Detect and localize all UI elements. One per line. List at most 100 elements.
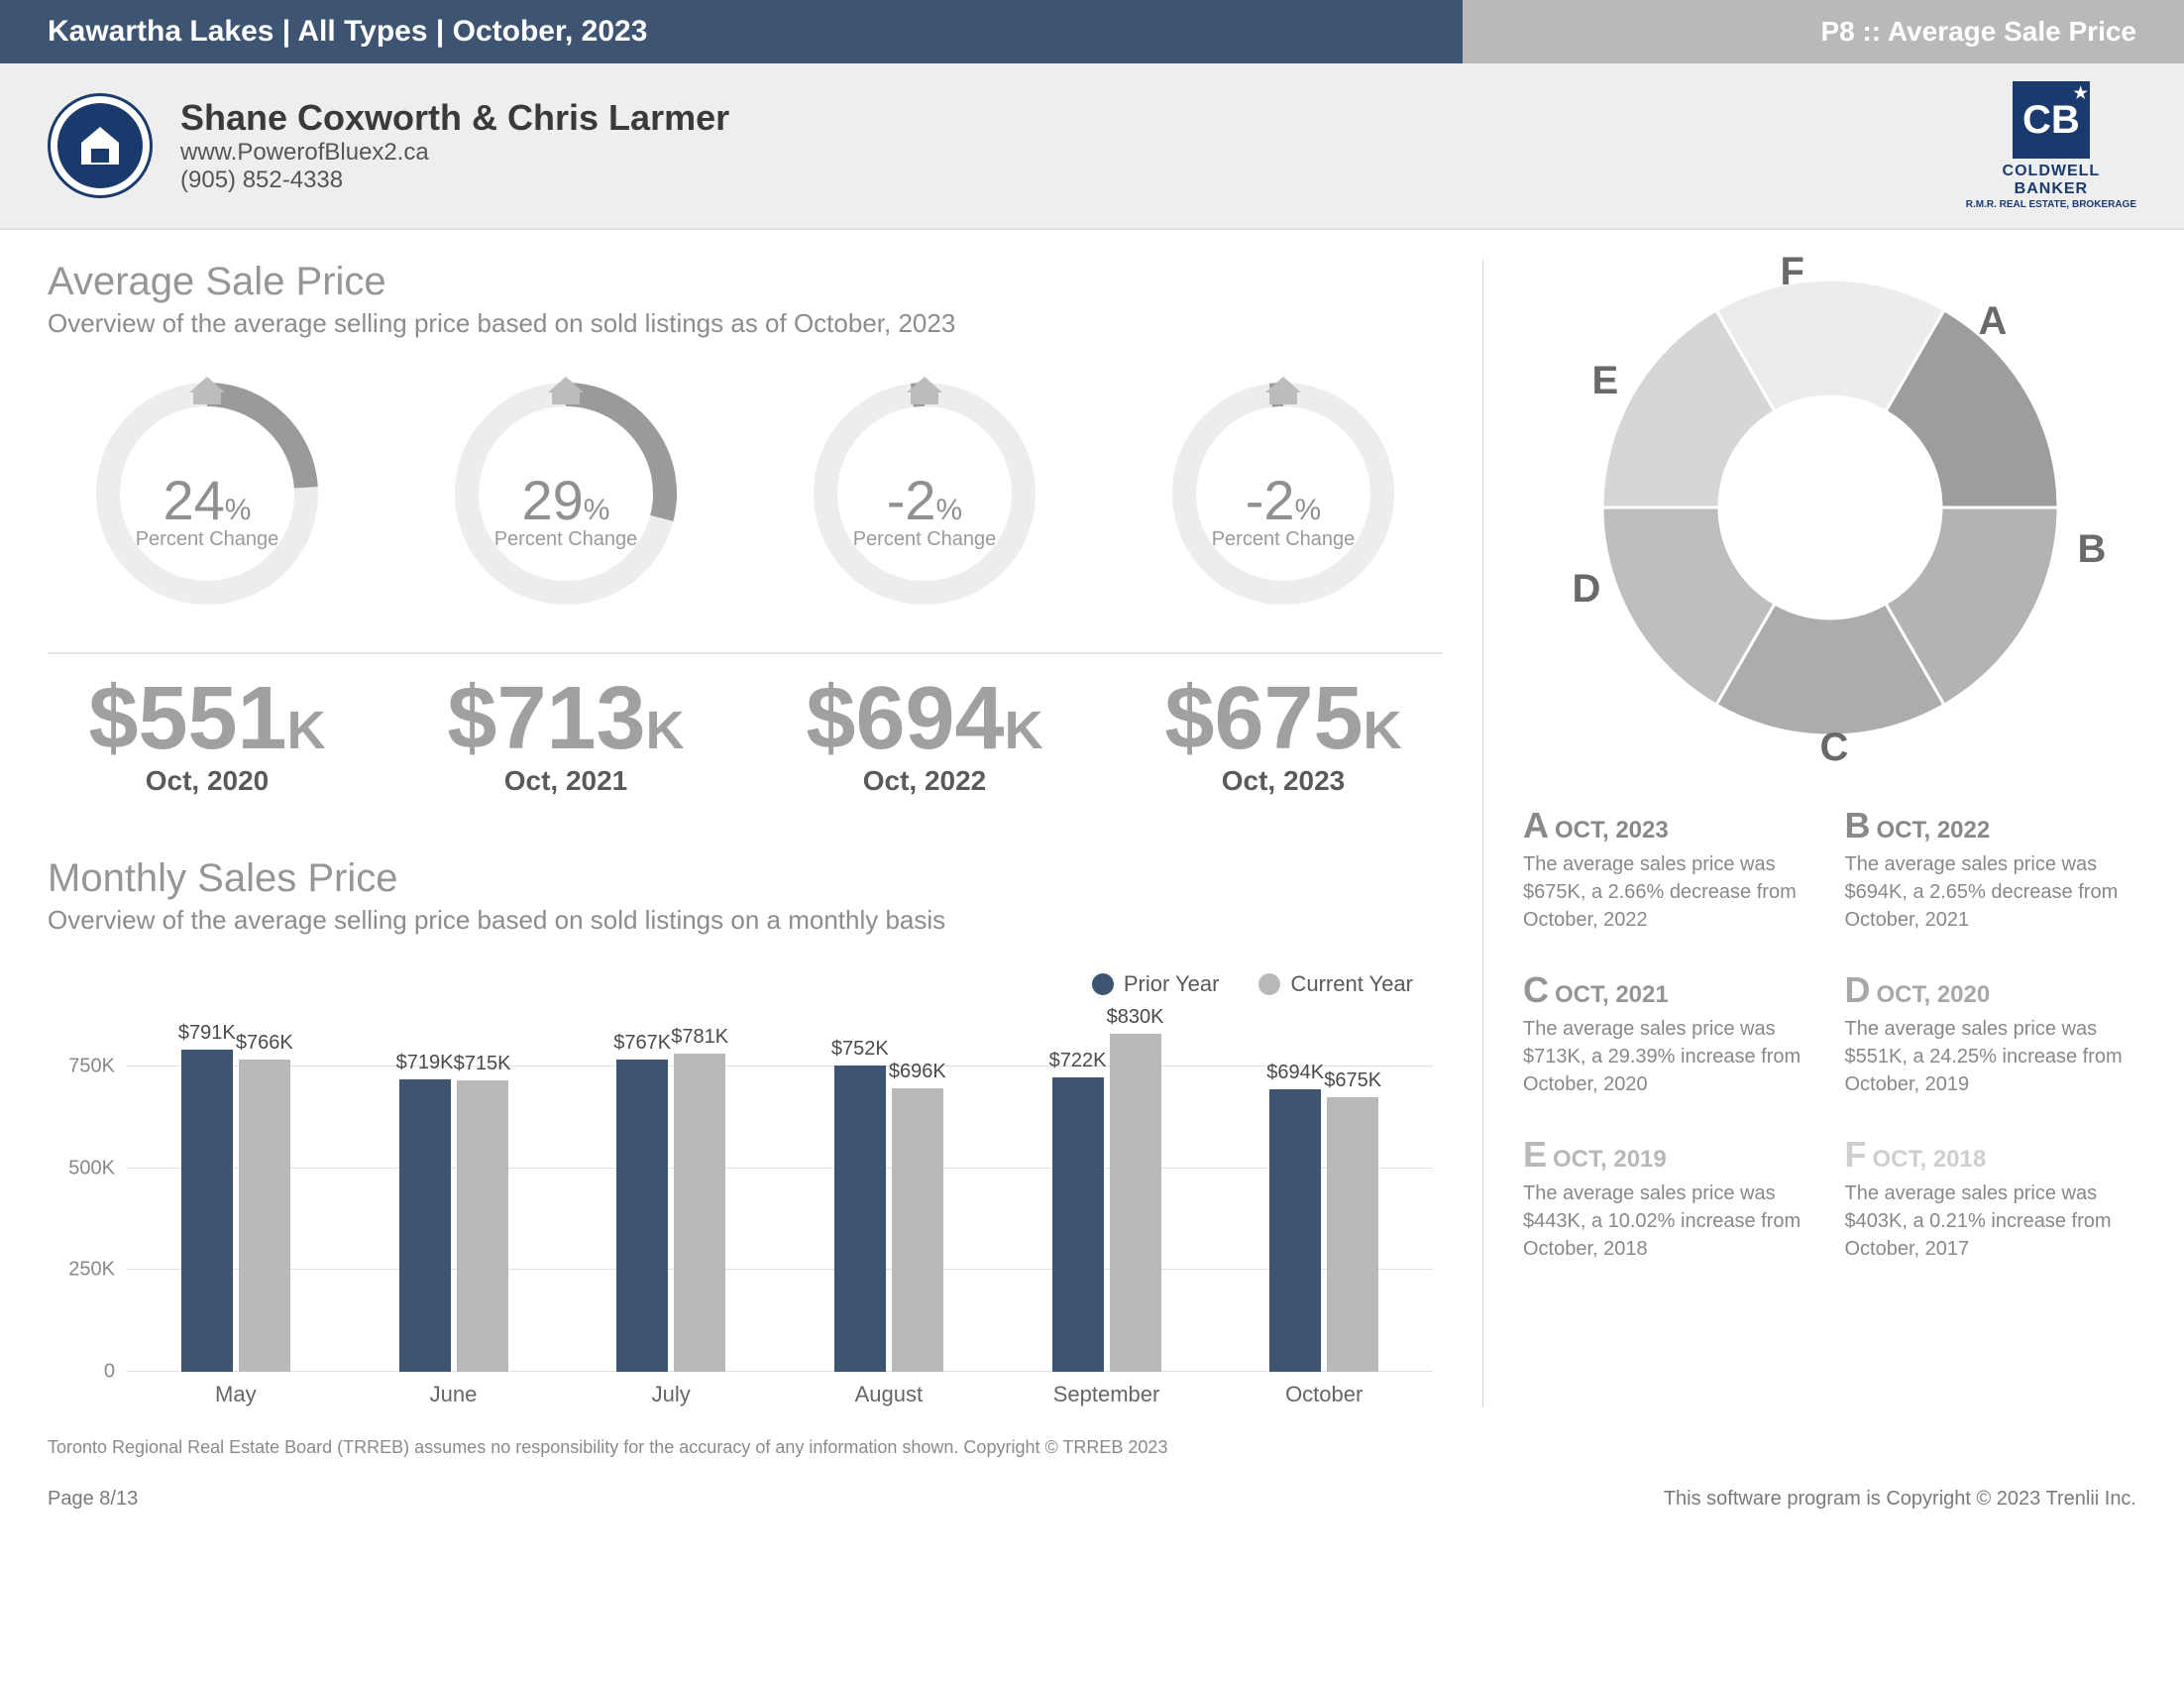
letter-body: The average sales price was $694K, a 2.6… xyxy=(1845,850,2137,934)
x-tick-label: October xyxy=(1215,1382,1433,1407)
x-tick-label: August xyxy=(780,1382,998,1407)
year-price: $694K Oct, 2022 xyxy=(765,674,1084,797)
page-number: Page 8/13 xyxy=(48,1488,138,1511)
bar-group: $752K$696K xyxy=(780,1005,998,1372)
bar-label: $767K xyxy=(613,1032,671,1055)
y-tick-label: 750K xyxy=(50,1055,115,1077)
donut-letter-A: A xyxy=(1979,299,2008,344)
y-tick-label: 500K xyxy=(50,1157,115,1180)
donut-letter-E: E xyxy=(1592,359,1619,403)
bar-group: $694K$675K xyxy=(1215,1005,1433,1372)
letter-grid: AOCT, 2023 The average sales price was $… xyxy=(1523,805,2136,1263)
bar-prior: $791K xyxy=(181,1050,233,1372)
legend-current-label: Current Year xyxy=(1290,971,1413,997)
bar-label: $766K xyxy=(236,1032,293,1055)
bar-label: $719K xyxy=(396,1052,454,1074)
letter-body: The average sales price was $551K, a 24.… xyxy=(1845,1015,2137,1098)
bar-current: $781K xyxy=(674,1054,725,1372)
bar-group: $791K$766K xyxy=(127,1005,345,1372)
agent-phone: (905) 852-4338 xyxy=(180,167,729,194)
price-date: Oct, 2020 xyxy=(48,765,367,797)
bar-group: $722K$830K xyxy=(998,1005,1216,1372)
brand-sub: R.M.R. REAL ESTATE, BROKERAGE xyxy=(1966,199,2136,210)
footer: Toronto Regional Real Estate Board (TRRE… xyxy=(0,1417,2184,1540)
letter-block-E: EOCT, 2019 The average sales price was $… xyxy=(1523,1134,1815,1263)
gauge: 24% Percent Change xyxy=(48,375,367,613)
bar-current: $675K xyxy=(1327,1097,1378,1373)
bar-label: $715K xyxy=(454,1053,511,1075)
letter-body: The average sales price was $675K, a 2.6… xyxy=(1523,850,1815,934)
coldwell-banker-logo: CB★ COLDWELLBANKER R.M.R. REAL ESTATE, B… xyxy=(1966,81,2136,210)
gauge-value: 29% xyxy=(406,468,725,532)
disclaimer: Toronto Regional Real Estate Board (TRRE… xyxy=(48,1437,2136,1458)
bar-prior: $722K xyxy=(1052,1077,1104,1372)
monthly-title: Monthly Sales Price xyxy=(48,856,1443,901)
bar-group: $719K$715K xyxy=(345,1005,563,1372)
letter-block-B: BOCT, 2022 The average sales price was $… xyxy=(1845,805,2137,934)
gauge: -2% Percent Change xyxy=(765,375,1084,613)
gauge: -2% Percent Change xyxy=(1124,375,1443,613)
bar-label: $791K xyxy=(178,1022,236,1045)
year-price: $675K Oct, 2023 xyxy=(1124,674,1443,797)
gauge-label: Percent Change xyxy=(765,528,1084,551)
legend: Prior Year Current Year xyxy=(48,971,1443,997)
bar-label: $752K xyxy=(831,1038,889,1061)
top-bar: Kawartha Lakes | All Types | October, 20… xyxy=(0,0,2184,63)
gauge-label: Percent Change xyxy=(48,528,367,551)
donut-letter-B: B xyxy=(2078,527,2107,572)
price-value: $551K xyxy=(48,674,367,763)
letter-heading: EOCT, 2019 xyxy=(1523,1134,1815,1176)
letter-heading: BOCT, 2022 xyxy=(1845,805,2137,846)
year-price-row: $551K Oct, 2020$713K Oct, 2021$694K Oct,… xyxy=(48,674,1443,797)
gauge-row: 24% Percent Change 29% Percent Change -2… xyxy=(48,375,1443,654)
bar-label: $694K xyxy=(1266,1062,1324,1084)
gauge-value: 24% xyxy=(48,468,367,532)
bar-label: $696K xyxy=(889,1061,946,1083)
price-date: Oct, 2023 xyxy=(1124,765,1443,797)
monthly-sub: Overview of the average selling price ba… xyxy=(48,905,1443,936)
header-right: P8 :: Average Sale Price xyxy=(1463,0,2184,63)
letter-heading: DOCT, 2020 xyxy=(1845,969,2137,1011)
x-tick-label: June xyxy=(345,1382,563,1407)
donut-chart: ABCDEF xyxy=(1583,260,2078,755)
price-date: Oct, 2022 xyxy=(765,765,1084,797)
bar-label: $781K xyxy=(671,1026,728,1049)
swatch-current-icon xyxy=(1258,973,1280,995)
letter-heading: FOCT, 2018 xyxy=(1845,1134,2137,1176)
letter-body: The average sales price was $713K, a 29.… xyxy=(1523,1015,1815,1098)
swatch-prior-icon xyxy=(1092,973,1114,995)
price-date: Oct, 2021 xyxy=(406,765,725,797)
gauge-label: Percent Change xyxy=(406,528,725,551)
donut-letter-F: F xyxy=(1781,250,1804,294)
agent-url: www.PowerofBluex2.ca xyxy=(180,139,729,167)
y-tick-label: 0 xyxy=(50,1361,115,1384)
agent-name: Shane Coxworth & Chris Larmer xyxy=(180,97,729,139)
letter-block-F: FOCT, 2018 The average sales price was $… xyxy=(1845,1134,2137,1263)
bar-prior: $694K xyxy=(1269,1089,1321,1372)
bar-chart: Prior Year Current Year 0250K500K750K$79… xyxy=(48,971,1443,1407)
price-value: $694K xyxy=(765,674,1084,763)
bar-label: $722K xyxy=(1049,1050,1107,1072)
gauge-value: -2% xyxy=(1124,468,1443,532)
letter-heading: COCT, 2021 xyxy=(1523,969,1815,1011)
bar-prior: $752K xyxy=(834,1066,886,1372)
bar-group: $767K$781K xyxy=(562,1005,780,1372)
letter-heading: AOCT, 2023 xyxy=(1523,805,1815,846)
letter-block-C: COCT, 2021 The average sales price was $… xyxy=(1523,969,1815,1098)
letter-body: The average sales price was $403K, a 0.2… xyxy=(1845,1180,2137,1263)
avg-title: Average Sale Price xyxy=(48,260,1443,304)
letter-body: The average sales price was $443K, a 10.… xyxy=(1523,1180,1815,1263)
bar-label: $830K xyxy=(1107,1006,1164,1029)
header-left: Kawartha Lakes | All Types | October, 20… xyxy=(0,0,1463,63)
x-tick-label: July xyxy=(562,1382,780,1407)
legend-current: Current Year xyxy=(1258,971,1413,997)
gauge-label: Percent Change xyxy=(1124,528,1443,551)
bar-label: $675K xyxy=(1324,1069,1381,1092)
legend-prior: Prior Year xyxy=(1092,971,1220,997)
price-value: $675K xyxy=(1124,674,1443,763)
letter-block-A: AOCT, 2023 The average sales price was $… xyxy=(1523,805,1815,934)
bar-current: $715K xyxy=(457,1080,508,1372)
agent-strip: Shane Coxworth & Chris Larmer www.Powero… xyxy=(0,63,2184,230)
letter-block-D: DOCT, 2020 The average sales price was $… xyxy=(1845,969,2137,1098)
brand-line2: BANKER xyxy=(2015,180,2088,197)
